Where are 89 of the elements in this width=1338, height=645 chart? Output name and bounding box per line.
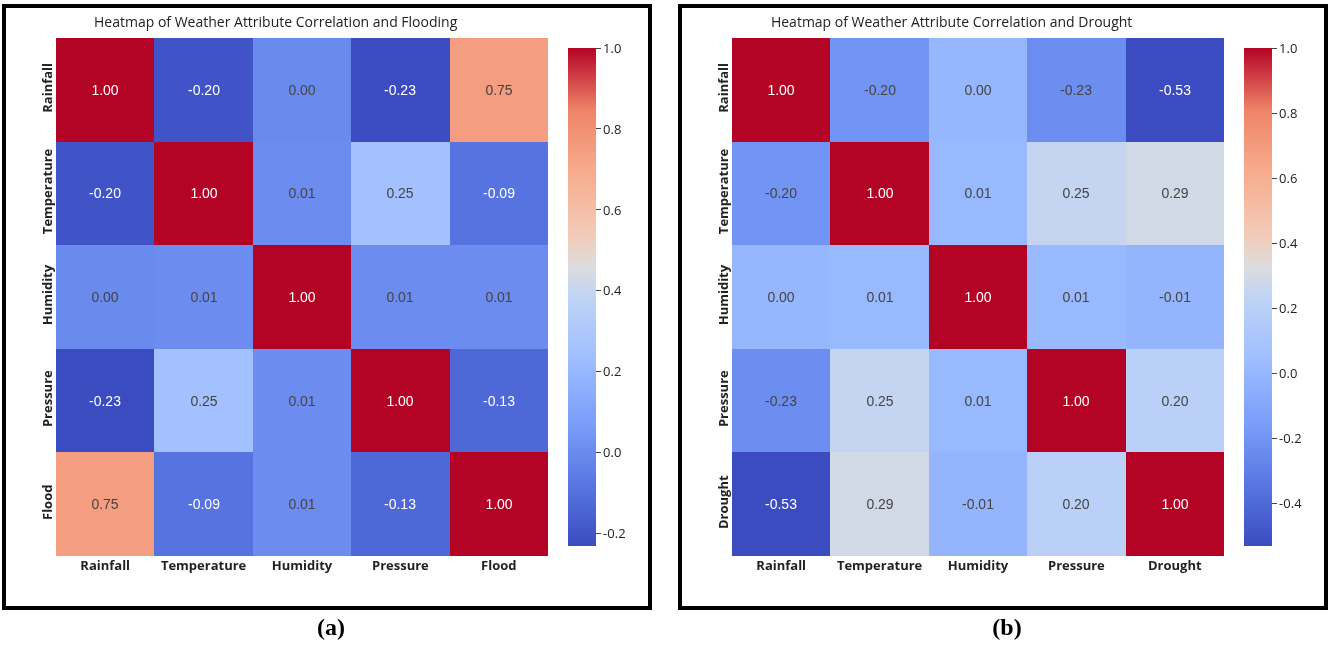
color-bar-label: 0.2 (603, 362, 622, 381)
color-bar-label: 0.6 (1279, 168, 1298, 187)
color-bar-label: 1.0 (603, 38, 622, 57)
text: (a) (316, 614, 346, 641)
y-tick-label: Humidity (38, 264, 57, 326)
y-tick-label: Rainfall (38, 62, 57, 113)
y-tick-label: Flood (38, 484, 57, 520)
data-label: 1.00 (866, 184, 894, 201)
color-bar-label: 1.0 (1279, 38, 1298, 57)
x-tick-label: Humidity (271, 556, 333, 574)
data-label: 0.01 (288, 184, 316, 201)
y-tick-label: Temperature (714, 148, 733, 235)
data-label: 0.01 (190, 288, 218, 305)
data-label: 0.25 (190, 392, 218, 409)
data-label: -0.23 (89, 392, 122, 409)
x-tick-label: Flood (481, 556, 517, 574)
y-tick-label: Temperature (38, 148, 57, 235)
data-label: 0.25 (866, 392, 894, 409)
data-label: 1.00 (288, 288, 316, 305)
y-tick-label: Pressure (38, 369, 57, 428)
data-label: -0.01 (1159, 288, 1192, 305)
data-label: 0.01 (386, 288, 414, 305)
data-label: -0.53 (1159, 81, 1192, 98)
data-label: 1.00 (1062, 392, 1090, 409)
data-label: 0.20 (1062, 495, 1090, 512)
color-bar-label: -0.2 (603, 524, 626, 543)
data-label: -0.09 (483, 184, 516, 201)
data-label: -0.23 (384, 81, 417, 98)
color-bar-label: 0.4 (1279, 233, 1298, 252)
color-bar-label: 0.8 (603, 119, 622, 138)
data-label: 0.25 (386, 184, 414, 201)
x-tick-label: Pressure (1047, 556, 1106, 574)
data-label: 0.00 (91, 288, 119, 305)
data-label: 1.00 (1161, 495, 1189, 512)
data-label: 0.00 (767, 288, 795, 305)
color-bar-label: 0.8 (1279, 103, 1298, 122)
data-label: -0.13 (483, 392, 516, 409)
data-label: 0.29 (866, 495, 894, 512)
data-label: -0.23 (765, 392, 798, 409)
y-tick-label: Pressure (714, 369, 733, 428)
x-tick-label: Drought (1147, 556, 1202, 574)
data-label: 0.75 (485, 81, 513, 98)
color-bar-label: -0.4 (1279, 494, 1303, 513)
data-label: -0.13 (384, 495, 417, 512)
x-tick-label: Temperature (160, 556, 247, 574)
color-bar-label: 0.0 (603, 443, 622, 462)
data-label: 1.00 (386, 392, 414, 409)
data-label: 0.01 (1062, 288, 1090, 305)
y-tick-label: Rainfall (714, 62, 733, 113)
color-bar-label: -0.2 (1279, 429, 1302, 448)
data-label: 0.01 (485, 288, 513, 305)
chart-title: Heatmap of Weather Attribute Correlation and Flooding (94, 11, 458, 31)
chart-title: Heatmap of Weather Attribute Correlation and Drought (770, 11, 1133, 31)
data-label: -0.23 (1060, 81, 1093, 98)
data-label: 1.00 (767, 81, 795, 98)
data-label: 0.01 (964, 184, 992, 201)
data-label: 1.00 (91, 81, 119, 98)
data-label: 0.01 (288, 495, 316, 512)
data-label: -0.01 (962, 495, 995, 512)
color-bar-label: 0.0 (1279, 364, 1298, 383)
data-label: 0.75 (91, 495, 119, 512)
data-label: 0.01 (288, 392, 316, 409)
color-bar-label: 0.4 (603, 281, 622, 300)
data-label: 1.00 (964, 288, 992, 305)
data-label: -0.20 (864, 81, 897, 98)
data-label: -0.20 (89, 184, 122, 201)
data-label: 0.29 (1161, 184, 1189, 201)
x-tick-label: Rainfall (80, 556, 131, 574)
x-tick-label: Temperature (836, 556, 923, 574)
y-tick-label: Drought (714, 475, 733, 530)
data-label: -0.09 (188, 495, 221, 512)
data-label: 1.00 (190, 184, 218, 201)
color-bar-label: 0.2 (1279, 298, 1298, 317)
data-label: 0.01 (866, 288, 894, 305)
data-label: -0.20 (188, 81, 221, 98)
data-label: 0.20 (1161, 392, 1189, 409)
data-label: 0.25 (1062, 184, 1090, 201)
y-tick-label: Humidity (714, 264, 733, 326)
data-label: 1.00 (485, 495, 513, 512)
x-tick-label: Humidity (947, 556, 1009, 574)
data-label: 0.00 (964, 81, 992, 98)
data-label: -0.20 (765, 184, 798, 201)
data-label: 0.00 (288, 81, 316, 98)
data-label: 0.01 (964, 392, 992, 409)
color-bar-label: 0.6 (603, 200, 622, 219)
text: (b) (991, 614, 1023, 641)
data-label: -0.53 (765, 495, 798, 512)
x-tick-label: Rainfall (756, 556, 807, 574)
x-tick-label: Pressure (371, 556, 430, 574)
